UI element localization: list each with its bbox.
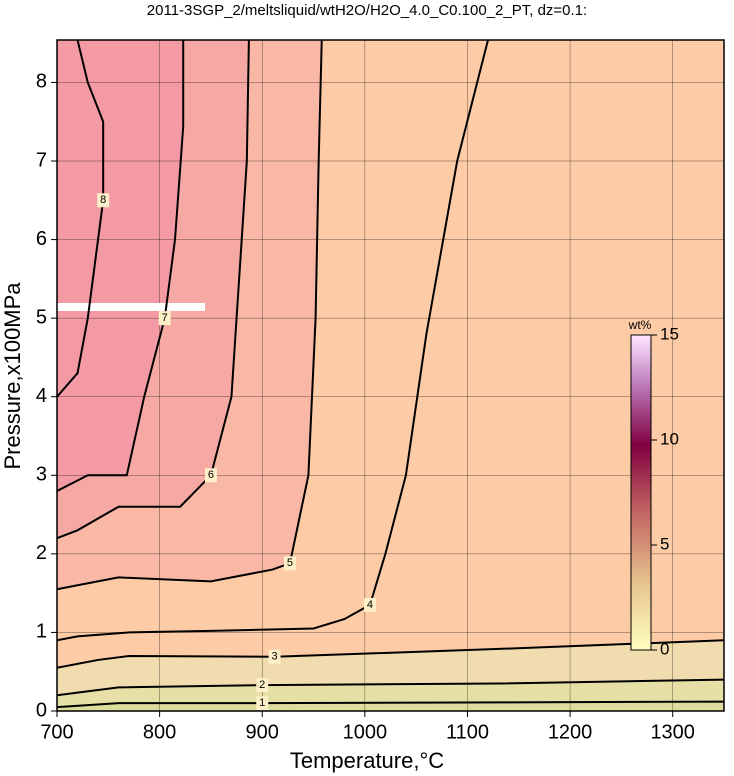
contour-label: 6 xyxy=(208,469,214,481)
colorbar-label: wt% xyxy=(628,318,652,332)
contour-label-bg xyxy=(256,696,269,711)
x-tick-label: 700 xyxy=(40,721,73,743)
contour-label: 4 xyxy=(367,599,373,611)
contour-label-bg xyxy=(256,678,269,693)
contour-line xyxy=(57,639,724,669)
y-tick-label: 3 xyxy=(36,464,47,486)
colorbar-tick-label: 0 xyxy=(660,639,669,658)
contour-label: 2 xyxy=(259,679,265,691)
x-tick-label: 1000 xyxy=(343,721,388,743)
y-tick-label: 5 xyxy=(36,306,47,328)
x-tick-label: 900 xyxy=(246,721,279,743)
y-tick-label: 7 xyxy=(36,149,47,171)
plot-frame xyxy=(56,39,725,712)
contour-label: 3 xyxy=(271,651,277,663)
x-tick-label: 1200 xyxy=(548,721,593,743)
y-tick-label: 1 xyxy=(36,621,47,643)
white-band xyxy=(57,303,205,311)
y-tick-label: 6 xyxy=(36,228,47,250)
y-tick-label: 4 xyxy=(36,385,47,407)
colorbar xyxy=(630,334,652,651)
contour-label-bg xyxy=(158,311,171,326)
x-tick-label: 1100 xyxy=(446,721,489,743)
x-tick-label: 800 xyxy=(143,721,176,743)
y-tick-label: 8 xyxy=(36,71,47,93)
contour-line xyxy=(57,40,323,591)
contour-label-bg xyxy=(283,556,296,571)
contour-label-bg xyxy=(97,193,110,208)
x-tick-label: 1300 xyxy=(650,721,695,743)
contour-label: 7 xyxy=(162,312,168,324)
colorbar-tick-label: 5 xyxy=(660,534,669,553)
contour-label-bg xyxy=(363,597,376,612)
contour-label: 5 xyxy=(287,557,293,569)
y-axis-label: Pressure,x100MPa xyxy=(0,282,25,470)
contour-label-bg xyxy=(204,468,217,483)
y-tick-label: 0 xyxy=(36,699,47,721)
contour-label-bg xyxy=(268,649,281,664)
contour-line xyxy=(57,40,185,492)
contour-label: 1 xyxy=(259,697,265,709)
chart-title: 2011-3SGP_2/meltsliquid/wtH2O/H2O_4.0_C0… xyxy=(147,2,587,19)
x-axis-label: Temperature,°C xyxy=(290,748,444,773)
colorbar-tick-label: 15 xyxy=(660,324,679,343)
region-fill xyxy=(57,40,184,491)
colorbar-tick-label: 10 xyxy=(660,429,679,448)
contour-line xyxy=(57,40,489,642)
y-tick-label: 2 xyxy=(36,542,47,564)
contour-label: 8 xyxy=(100,194,106,206)
